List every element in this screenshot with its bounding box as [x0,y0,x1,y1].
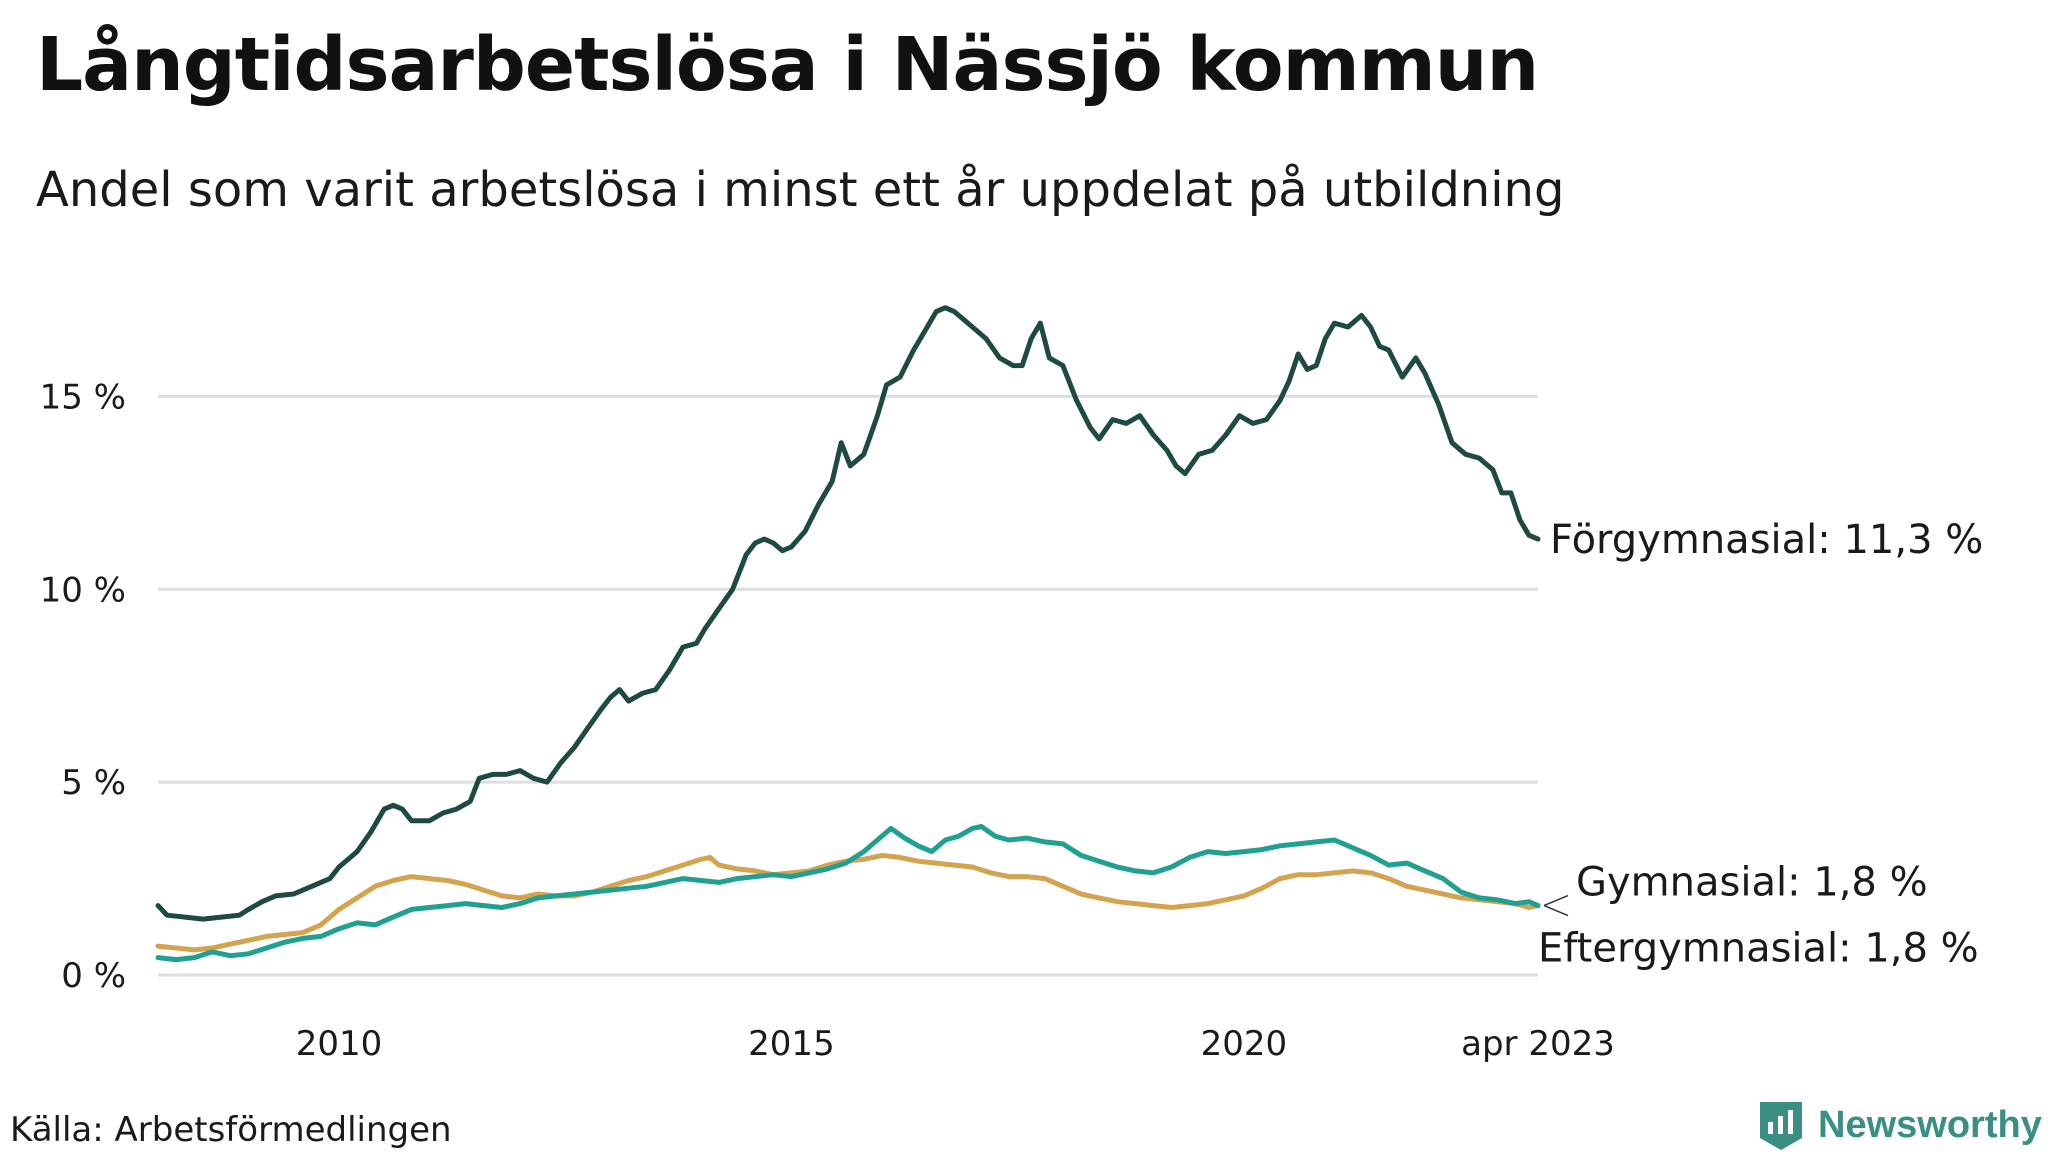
y-axis-ticks: 0 % 5 % 10 % 15 % [40,377,126,996]
series-line-eftergymnasial [155,852,1541,953]
newsworthy-logo-icon [1760,1102,1802,1150]
x-axis-ticks: 2010 2015 2020 apr 2023 [296,1024,1615,1064]
x-tick-label: 2010 [296,1024,383,1064]
chart-subtitle: Andel som varit arbetslösa i minst ett å… [36,162,1565,218]
y-tick-label: 15 % [40,377,126,417]
y-tick-label: 10 % [40,570,126,610]
x-tick-label: 2020 [1201,1024,1288,1064]
brand-name: Newsworthy [1818,1103,2042,1146]
y-tick-label: 5 % [61,763,126,803]
end-label-förgymnasial: Förgymnasial: 11,3 % [1550,517,1983,563]
chart-title: Långtidsarbetslösa i Nässjö kommun [36,22,1539,108]
series-lines [155,305,1541,963]
label-leader-line [1543,904,1569,917]
x-tick-label: apr 2023 [1461,1024,1615,1064]
source-note: Källa: Arbetsförmedlingen [10,1110,452,1150]
series-end-labels: Förgymnasial: 11,3 % Gymnasial: 1,8 % Efte… [1538,517,1983,971]
label-leader-line [1543,894,1569,907]
x-tick-label: 2015 [748,1024,835,1064]
gridlines [158,394,1538,977]
series-line-gymnasial [155,824,1541,963]
end-label-eftergymnasial: Eftergymnasial: 1,8 % [1538,926,1979,972]
y-tick-label: 0 % [61,956,126,996]
series-line-förgymnasial [155,305,1541,922]
end-label-gymnasial: Gymnasial: 1,8 % [1576,860,1928,906]
brand-logo[interactable]: Newsworthy [1756,1098,2042,1152]
